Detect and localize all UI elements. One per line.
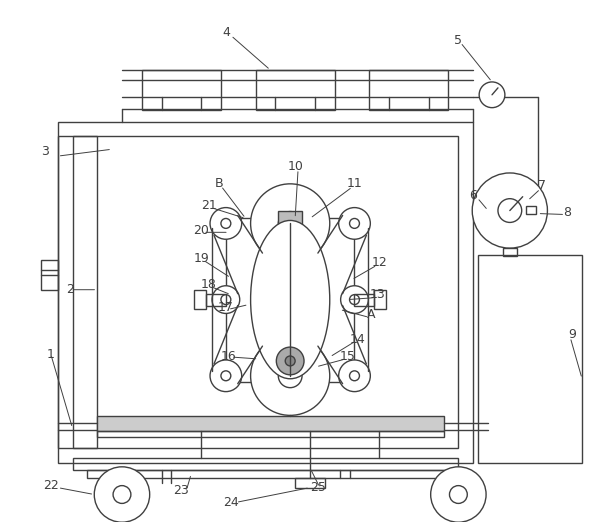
Bar: [295, 478, 325, 488]
Circle shape: [339, 360, 370, 392]
Text: 18: 18: [201, 278, 217, 291]
Text: B: B: [215, 177, 223, 191]
Circle shape: [278, 364, 302, 387]
Text: 24: 24: [223, 496, 239, 509]
Bar: [97, 416, 443, 431]
Text: 14: 14: [349, 333, 365, 345]
Text: 10: 10: [287, 160, 303, 173]
Text: 9: 9: [568, 328, 576, 341]
Circle shape: [276, 347, 304, 375]
Text: A: A: [367, 308, 376, 321]
Text: 25: 25: [310, 481, 326, 494]
Text: 12: 12: [371, 256, 387, 268]
Bar: [206, 293, 226, 306]
Circle shape: [113, 486, 131, 503]
Circle shape: [221, 295, 231, 304]
Circle shape: [251, 336, 330, 415]
Circle shape: [251, 184, 330, 263]
Circle shape: [479, 82, 505, 108]
Text: 4: 4: [222, 26, 230, 39]
Text: 1: 1: [47, 348, 55, 361]
Text: 2: 2: [66, 283, 74, 296]
Bar: [226, 218, 354, 382]
Circle shape: [449, 486, 467, 503]
Bar: [526, 206, 535, 214]
Circle shape: [498, 198, 522, 223]
Text: 19: 19: [193, 251, 209, 265]
Bar: [72, 458, 459, 470]
Text: 21: 21: [201, 199, 217, 212]
Circle shape: [430, 467, 486, 522]
Bar: [41, 260, 58, 290]
Text: 17: 17: [218, 301, 234, 314]
Circle shape: [472, 173, 548, 248]
Text: 7: 7: [538, 180, 546, 192]
Circle shape: [221, 218, 231, 228]
Text: 11: 11: [347, 177, 362, 191]
Bar: [478, 255, 582, 463]
Text: 23: 23: [174, 484, 189, 497]
Circle shape: [212, 286, 239, 313]
Circle shape: [210, 207, 242, 239]
Bar: [87, 470, 443, 478]
Circle shape: [278, 212, 302, 235]
Circle shape: [95, 467, 150, 522]
Bar: [194, 290, 206, 310]
Bar: [370, 70, 448, 110]
Text: 6: 6: [469, 189, 477, 202]
Circle shape: [341, 286, 368, 313]
Bar: [58, 136, 97, 448]
Bar: [375, 290, 386, 310]
Bar: [97, 431, 443, 437]
Text: 22: 22: [43, 479, 58, 492]
Circle shape: [286, 356, 295, 366]
Bar: [354, 293, 375, 306]
Circle shape: [339, 207, 370, 239]
Text: 5: 5: [454, 34, 462, 47]
Circle shape: [349, 371, 359, 381]
Text: 8: 8: [563, 206, 571, 219]
Bar: [72, 136, 459, 448]
Circle shape: [210, 360, 242, 392]
Bar: [503, 248, 517, 256]
Bar: [58, 121, 473, 463]
Text: 16: 16: [221, 351, 237, 363]
Ellipse shape: [251, 220, 330, 379]
Bar: [255, 70, 335, 110]
Text: 15: 15: [340, 351, 356, 363]
Text: 3: 3: [41, 145, 49, 158]
Circle shape: [221, 371, 231, 381]
Bar: [278, 211, 302, 230]
Text: 13: 13: [370, 288, 385, 301]
Text: 20: 20: [193, 224, 209, 237]
Circle shape: [349, 218, 359, 228]
Bar: [142, 70, 221, 110]
Circle shape: [349, 295, 359, 304]
